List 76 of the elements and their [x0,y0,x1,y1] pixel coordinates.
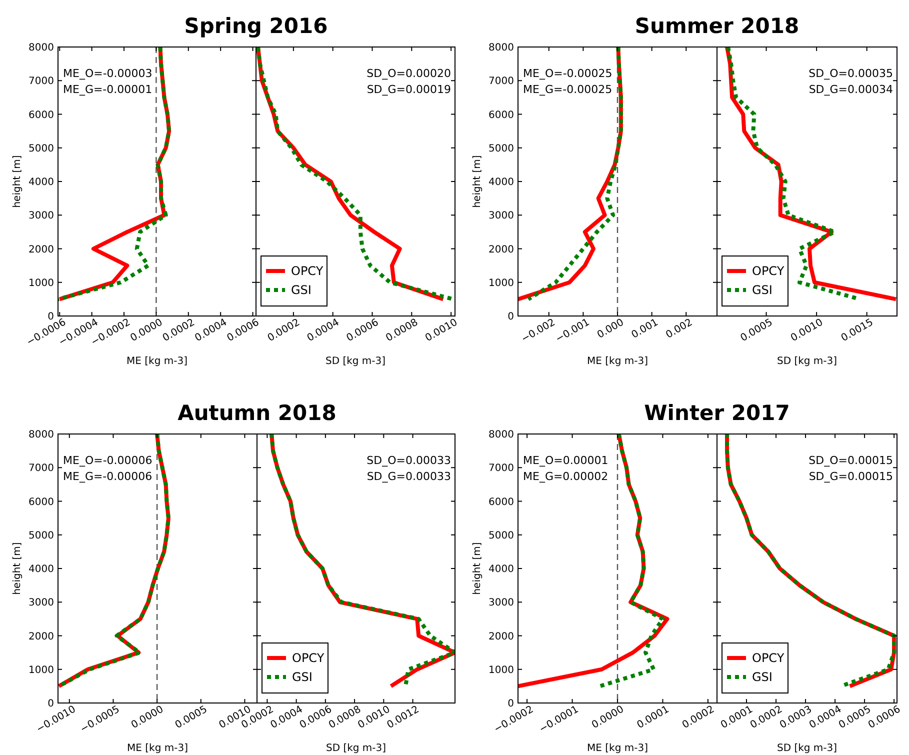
y-tick-label: 0 [48,698,54,710]
y-tick-label: 0 [48,312,54,322]
y-tick-label: 2000 [28,631,54,642]
y-tick-label: 4000 [28,564,54,575]
y-tick-label: 2000 [488,244,514,256]
y-tick-label: 3000 [488,598,514,609]
annotation: ME_G=-0.00001 [63,83,152,96]
x-axis-title: SD [kg m-3] [326,743,386,754]
annotation: SD_G=0.00034 [808,83,893,96]
y-tick-label: 0 [508,312,514,322]
y-tick-label: 8000 [28,430,54,440]
x-axis-title: SD [kg m-3] [776,356,838,367]
y-axis-title: height [m] [12,542,23,595]
y-tick-label: 5000 [488,143,514,154]
y-tick-label: 4000 [488,177,514,188]
legend-label: OPCY [291,264,324,278]
x-axis-title: ME [kg m-3] [126,356,188,367]
y-tick-label: 5000 [28,143,54,154]
chart-title: Autumn 2018 [178,401,336,425]
y-tick-label: 5000 [488,530,514,542]
x-axis-title: SD [kg m-3] [776,743,838,754]
y-tick-label: 3000 [488,210,514,222]
annotation: SD_O=0.00035 [808,67,893,80]
y-tick-label: 2000 [28,244,54,256]
annotation: SD_O=0.00033 [366,454,451,467]
y-tick-label: 3000 [28,598,54,609]
y-tick-label: 1000 [28,664,54,676]
y-tick-label: 1000 [488,278,514,289]
y-axis-title: height [m] [12,155,23,208]
x-axis-title: ME [kg m-3] [587,743,648,754]
x-axis-title: SD [kg m-3] [325,356,386,367]
y-tick-label: 7000 [488,76,514,88]
y-tick-label: 8000 [488,430,514,440]
y-tick-label: 0 [508,698,514,710]
y-axis-title: height [m] [472,542,483,595]
y-tick-label: 2000 [488,631,514,642]
y-tick-label: 1000 [28,278,54,289]
annotation: ME_G=-0.00006 [63,470,152,483]
y-tick-label: 5000 [28,530,54,542]
annotation: SD_O=0.00020 [366,67,451,80]
y-tick-label: 6000 [488,110,514,121]
legend-label: GSI [752,670,772,684]
annotation: ME_O=-0.00025 [523,67,612,80]
legend-label: OPCY [292,651,325,665]
y-tick-label: 6000 [28,496,54,508]
legend-label: GSI [292,670,312,684]
y-tick-label: 3000 [28,210,54,222]
y-tick-label: 7000 [28,76,54,88]
annotation: SD_O=0.00015 [808,454,893,467]
y-tick-label: 4000 [28,177,54,188]
legend-label: OPCY [752,651,785,665]
annotation: ME_O=-0.00006 [63,454,152,467]
legend-label: GSI [291,283,312,297]
y-tick-label: 8000 [488,42,514,54]
annotation: ME_G=0.00002 [523,470,608,483]
y-tick-label: 7000 [488,463,514,474]
annotation: SD_G=0.00019 [366,83,451,96]
y-tick-label: 7000 [28,463,54,474]
y-tick-label: 6000 [488,496,514,508]
y-tick-label: 8000 [28,42,54,54]
annotation: ME_O=-0.00003 [63,67,152,80]
annotation: SD_G=0.00033 [366,470,451,483]
chart-title: Summer 2018 [634,14,800,38]
annotation: ME_O=0.00001 [523,454,608,467]
x-axis-title: ME [kg m-3] [127,743,188,754]
y-axis-title: height [m] [472,155,483,208]
x-axis-title: ME [kg m-3] [587,356,648,367]
chart-title: Spring 2016 [184,14,328,38]
legend-label: OPCY [752,264,785,278]
annotation: ME_G=-0.00025 [523,83,612,96]
y-tick-label: 6000 [28,110,54,121]
chart-title: Winter 2017 [644,401,790,425]
annotation: SD_G=0.00015 [808,470,893,483]
y-tick-label: 1000 [488,664,514,676]
legend-label: GSI [752,283,772,297]
y-tick-label: 4000 [488,564,514,575]
